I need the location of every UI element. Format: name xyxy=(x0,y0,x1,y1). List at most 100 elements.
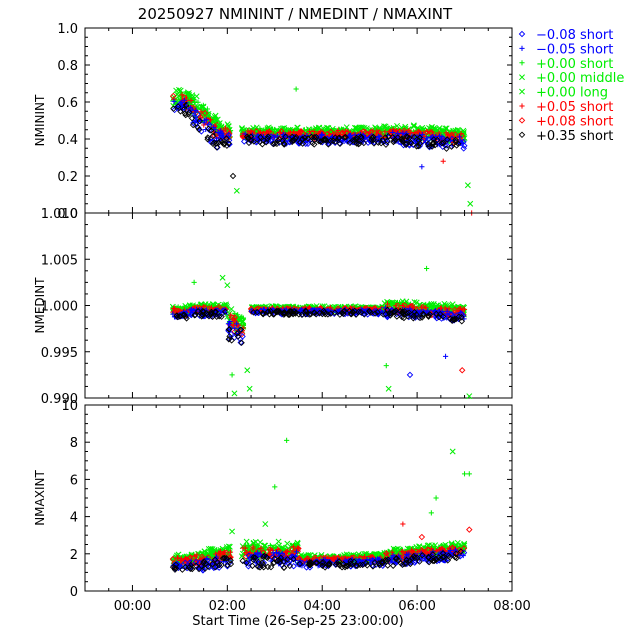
data-point xyxy=(262,138,270,146)
data-point xyxy=(460,138,467,145)
data-point-outlier xyxy=(466,471,472,477)
data-point xyxy=(392,136,399,144)
legend-marker xyxy=(518,30,526,38)
data-point xyxy=(336,140,344,147)
data-point xyxy=(265,133,272,140)
data-point xyxy=(266,128,273,135)
data-point xyxy=(429,139,437,147)
legend-label: +0.08 short xyxy=(536,114,613,129)
data-points-nminint xyxy=(169,86,475,216)
data-point xyxy=(431,141,439,149)
data-point xyxy=(217,137,225,144)
data-point-outlier xyxy=(418,533,426,541)
data-point xyxy=(292,135,299,142)
legend-label: +0.00 long xyxy=(536,86,608,101)
data-point xyxy=(171,98,177,104)
data-point-outlier xyxy=(406,371,414,379)
data-point xyxy=(443,145,450,152)
data-point xyxy=(196,117,204,125)
data-point xyxy=(170,92,177,100)
data-point xyxy=(309,139,316,147)
data-point xyxy=(272,134,278,140)
y-ticks-nminint: 0.00.20.40.60.81.0 xyxy=(57,22,513,222)
data-point xyxy=(439,143,446,150)
data-point-outlier xyxy=(262,521,269,527)
data-point xyxy=(267,133,275,140)
data-point xyxy=(181,97,187,103)
data-point-outlier xyxy=(229,372,235,378)
y-tick-label: 4 xyxy=(70,511,78,526)
panel-frame-nminint xyxy=(84,27,513,214)
data-point xyxy=(416,134,424,141)
y-tick-label: 8 xyxy=(70,436,78,451)
data-point xyxy=(460,140,466,146)
data-point xyxy=(381,124,388,131)
data-point xyxy=(177,108,184,115)
data-point xyxy=(456,134,463,140)
legend-marker xyxy=(519,74,525,81)
data-point xyxy=(280,141,288,148)
data-point-outlier xyxy=(293,86,299,92)
data-point xyxy=(257,133,264,141)
legend-label: +0.35 short xyxy=(536,129,613,144)
data-point xyxy=(203,126,209,133)
legend-label: +0.05 short xyxy=(536,100,613,115)
data-point-outlier xyxy=(233,187,240,194)
data-point xyxy=(290,137,298,144)
chart-title: 20250927 NMININT / NMEDINT / NMAXINT xyxy=(138,5,453,23)
data-point-outlier xyxy=(433,495,439,501)
data-point xyxy=(299,135,306,143)
data-point xyxy=(204,134,212,141)
data-point-outlier xyxy=(466,526,473,533)
data-point xyxy=(329,137,337,145)
data-point xyxy=(311,133,318,141)
data-point xyxy=(424,135,430,141)
x-axis-label: Start Time (26-Sep-25 23:00:00) xyxy=(192,614,403,629)
data-point xyxy=(207,127,215,134)
data-point-outlier xyxy=(449,448,456,455)
data-point xyxy=(299,140,306,147)
y-tick-label: 0.6 xyxy=(57,96,78,111)
legend-marker xyxy=(518,131,526,139)
data-point xyxy=(390,138,397,146)
data-point xyxy=(341,134,348,141)
data-points-nmaxint xyxy=(169,437,473,574)
data-point xyxy=(193,107,199,113)
data-point xyxy=(188,114,196,122)
data-point-outlier xyxy=(229,528,236,535)
data-point xyxy=(368,136,375,143)
data-point xyxy=(219,133,226,139)
y-axis-label-nmaxint: NMAXINT xyxy=(33,470,47,526)
data-point-outlier xyxy=(385,385,392,392)
data-point xyxy=(357,133,365,140)
data-point xyxy=(253,128,260,135)
data-point-outlier xyxy=(442,353,449,359)
data-point-outlier xyxy=(383,363,389,369)
data-point xyxy=(315,137,323,145)
data-point xyxy=(215,139,222,146)
data-point xyxy=(209,132,217,140)
x-axis-ticks: 00:00 02:00 04:00 06:00 08:00 xyxy=(114,599,531,614)
data-point xyxy=(348,132,354,139)
data-point xyxy=(250,138,258,145)
data-point xyxy=(436,133,443,139)
data-point xyxy=(284,540,291,547)
data-point xyxy=(170,105,177,112)
data-point xyxy=(219,130,225,137)
y-axis-label-nmedint: NMEDINT xyxy=(33,277,47,334)
data-point xyxy=(443,130,449,136)
data-point xyxy=(423,138,431,145)
data-points-nmedint xyxy=(169,265,473,400)
data-point xyxy=(174,103,182,110)
data-point xyxy=(382,141,390,148)
data-point xyxy=(381,123,388,130)
data-point xyxy=(410,123,417,130)
data-point xyxy=(370,136,377,144)
data-point xyxy=(411,133,418,141)
data-point xyxy=(189,106,196,113)
legend-marker xyxy=(519,45,525,51)
legend-label: +0.00 short xyxy=(536,57,613,72)
data-point-outlier xyxy=(458,367,466,374)
